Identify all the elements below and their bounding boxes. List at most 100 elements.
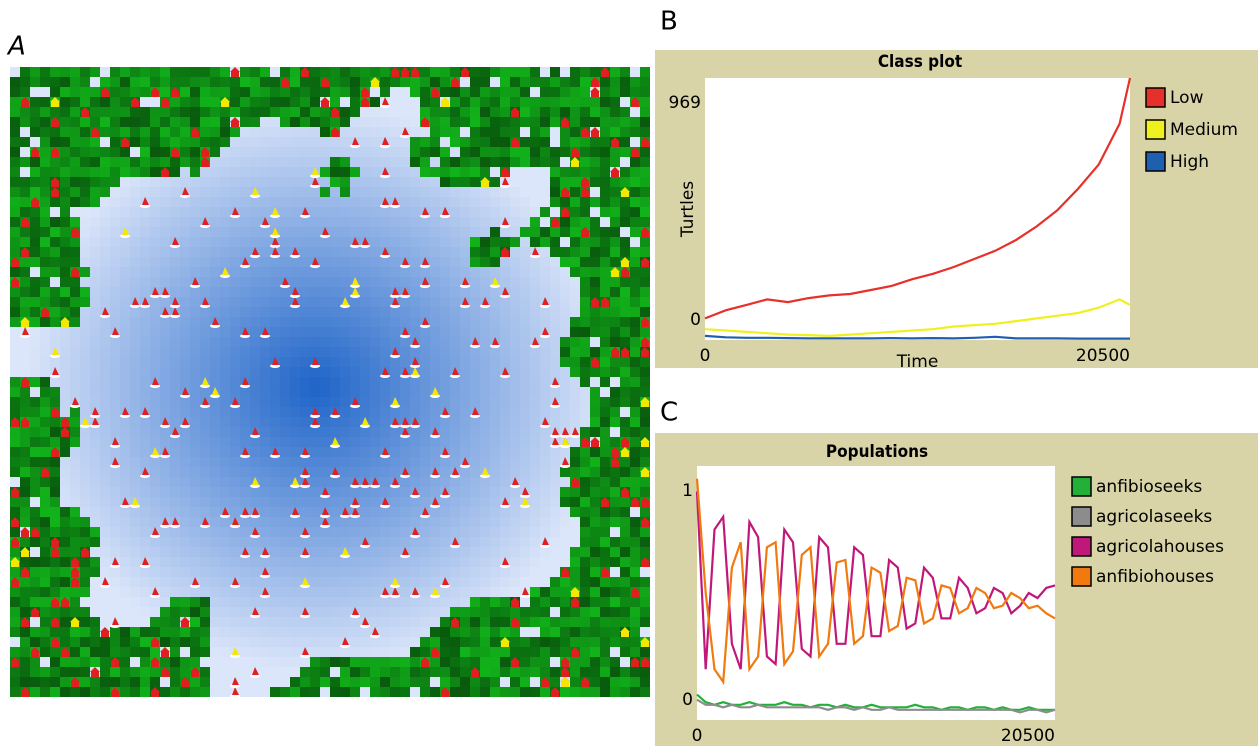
map-cell <box>540 257 550 267</box>
map-cell <box>500 277 510 287</box>
map-cell <box>160 467 170 477</box>
map-cell <box>520 387 530 397</box>
map-cell <box>350 367 360 377</box>
map-cell <box>420 377 430 387</box>
map-cell <box>540 667 550 677</box>
map-cell <box>370 257 380 267</box>
map-cell <box>570 77 580 87</box>
map-cell <box>20 647 30 657</box>
map-cell <box>330 647 340 657</box>
legend-swatch <box>1072 537 1091 556</box>
map-cell <box>540 597 550 607</box>
map-cell <box>410 557 420 567</box>
map-cell <box>170 557 180 567</box>
map-cell <box>60 257 70 267</box>
map-cell <box>200 577 210 587</box>
map-cell <box>40 327 50 337</box>
map-cell <box>60 127 70 137</box>
map-cell <box>230 187 240 197</box>
map-cell <box>250 337 260 347</box>
map-cell <box>570 237 580 247</box>
map-cell <box>40 627 50 637</box>
map-cell <box>250 167 260 177</box>
map-cell <box>20 77 30 87</box>
map-cell <box>350 527 360 537</box>
map-cell <box>180 117 190 127</box>
map-cell <box>380 467 390 477</box>
map-cell <box>520 337 530 347</box>
map-cell <box>260 527 270 537</box>
map-cell <box>50 387 60 397</box>
map-cell <box>70 407 80 417</box>
map-cell <box>590 67 600 77</box>
map-cell <box>120 257 130 267</box>
map-cell <box>550 207 560 217</box>
map-cell <box>520 177 530 187</box>
map-cell <box>310 457 320 467</box>
map-cell <box>510 337 520 347</box>
map-cell <box>560 97 570 107</box>
map-cell <box>580 577 590 587</box>
map-cell <box>430 107 440 117</box>
map-cell <box>560 507 570 517</box>
map-cell <box>150 217 160 227</box>
map-cell <box>550 617 560 627</box>
map-cell <box>200 197 210 207</box>
map-cell <box>310 477 320 487</box>
map-cell <box>370 437 380 447</box>
map-cell <box>430 667 440 677</box>
map-cell <box>580 667 590 677</box>
map-cell <box>350 657 360 667</box>
map-cell <box>60 77 70 87</box>
map-cell <box>420 557 430 567</box>
map-cell <box>550 287 560 297</box>
map-cell <box>480 227 490 237</box>
map-cell <box>390 527 400 537</box>
map-cell <box>480 287 490 297</box>
map-cell <box>60 437 70 447</box>
map-cell <box>190 497 200 507</box>
map-cell <box>380 177 390 187</box>
map-cell <box>220 387 230 397</box>
map-cell <box>130 617 140 627</box>
map-cell <box>350 467 360 477</box>
map-cell <box>60 327 70 337</box>
map-cell <box>170 687 180 697</box>
map-cell <box>40 527 50 537</box>
map-cell <box>300 137 310 147</box>
map-cell <box>600 457 610 467</box>
map-cell <box>260 237 270 247</box>
map-cell <box>300 507 310 517</box>
map-cell <box>470 107 480 117</box>
map-cell <box>40 497 50 507</box>
map-cell <box>160 117 170 127</box>
map-cell <box>20 187 30 197</box>
map-cell <box>350 337 360 347</box>
map-cell <box>300 557 310 567</box>
map-cell <box>100 607 110 617</box>
map-cell <box>260 457 270 467</box>
map-cell <box>380 317 390 327</box>
map-cell <box>180 477 190 487</box>
map-cell <box>280 577 290 587</box>
map-cell <box>230 137 240 147</box>
map-cell <box>70 207 80 217</box>
map-cell <box>30 437 40 447</box>
map-cell <box>330 297 340 307</box>
map-cell <box>490 347 500 357</box>
map-cell <box>80 577 90 587</box>
map-cell <box>140 147 150 157</box>
map-cell <box>570 87 580 97</box>
map-cell <box>140 617 150 627</box>
map-cell <box>260 387 270 397</box>
map-cell <box>570 507 580 517</box>
map-cell <box>260 407 270 417</box>
map-cell <box>210 167 220 177</box>
map-cell <box>450 227 460 237</box>
map-cell <box>10 687 20 697</box>
map-cell <box>620 467 630 477</box>
map-cell <box>640 367 650 377</box>
map-cell <box>80 307 90 317</box>
map-cell <box>370 187 380 197</box>
map-cell <box>470 327 480 337</box>
